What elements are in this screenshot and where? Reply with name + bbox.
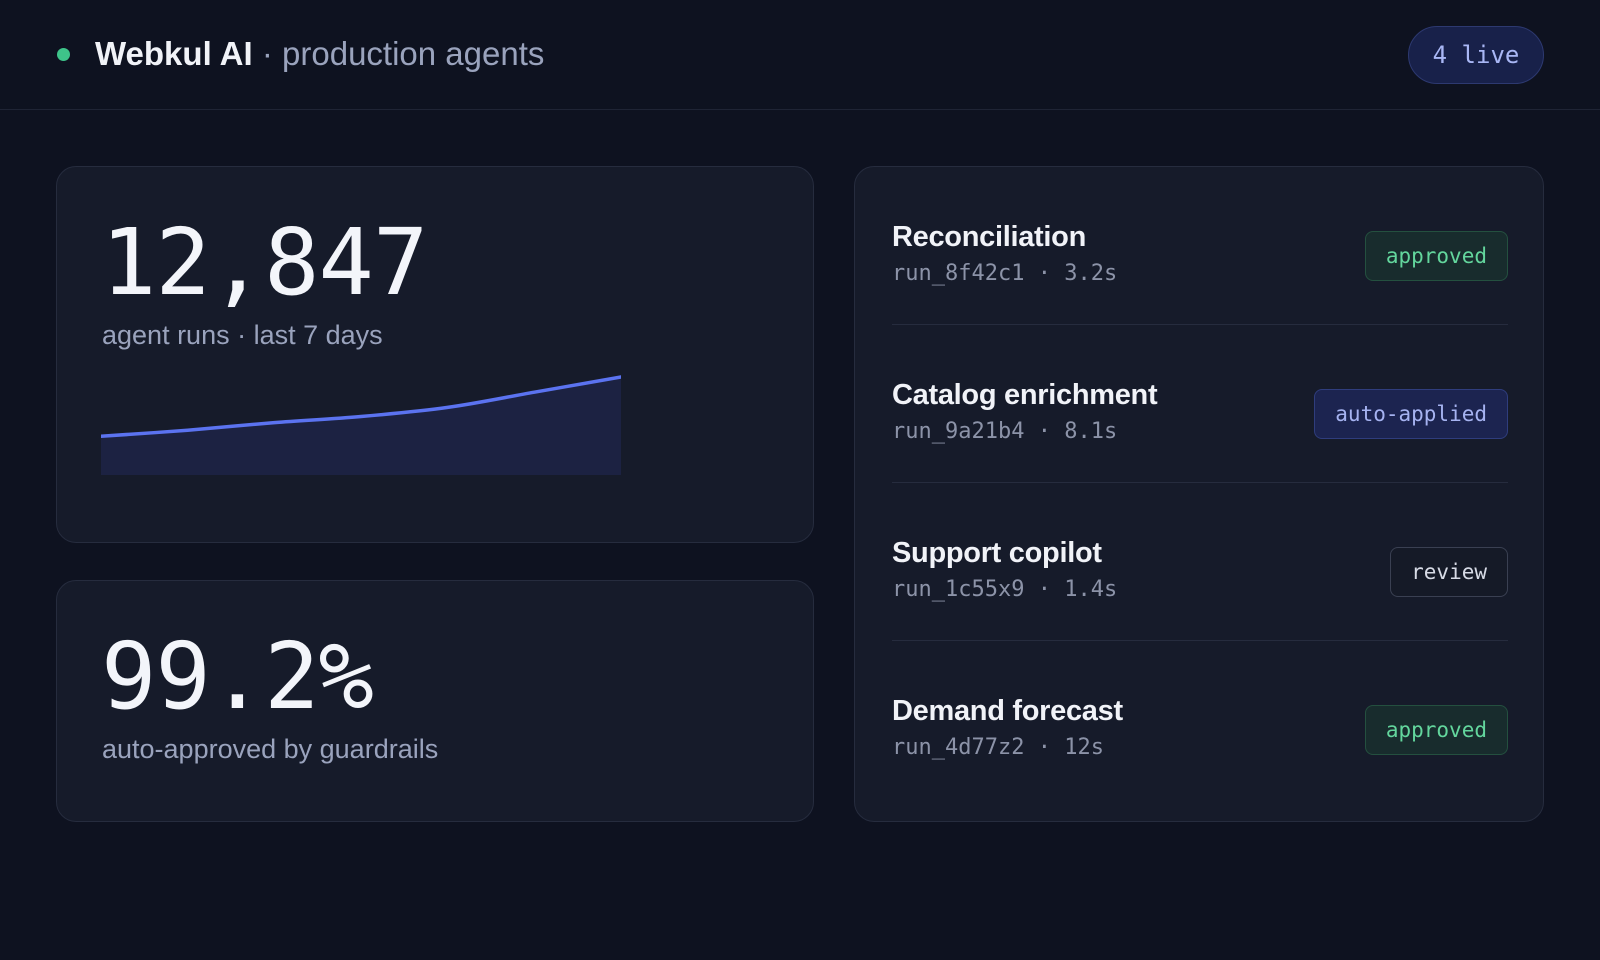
run-id: run_4d77z2 [892, 735, 1025, 760]
run-duration: 3.2s [1064, 261, 1118, 286]
brand-separator: · [252, 35, 283, 72]
run-duration: 12s [1064, 735, 1104, 760]
status-badge[interactable]: approved [1364, 705, 1508, 755]
live-count-badge[interactable]: 4 live [1408, 26, 1544, 84]
app-title: Webkul AI · production agents [95, 34, 544, 74]
agent-runs-card: 12,847 agent runs · last 7 days [56, 166, 814, 543]
agent-run-meta: run_1c55x9 · 1.4s [892, 577, 1118, 602]
row-divider [892, 324, 1508, 325]
auto-approved-card: 99.2% auto-approved by guardrails [56, 580, 814, 822]
list-item[interactable]: Demand forecast run_4d77z2 · 12s approve… [892, 641, 1508, 799]
run-id: run_9a21b4 [892, 419, 1025, 444]
brand-subtitle: production agents [282, 35, 545, 72]
agent-run-meta: run_4d77z2 · 12s [892, 735, 1104, 760]
list-item[interactable]: Reconciliation run_8f42c1 · 3.2s approve… [892, 167, 1508, 325]
auto-approved-value: 99.2% [101, 623, 374, 730]
status-badge[interactable]: approved [1364, 231, 1508, 281]
status-badge[interactable]: auto-applied [1314, 389, 1508, 439]
brand-name: Webkul AI [95, 35, 253, 72]
auto-approved-label: auto-approved by guardrails [102, 734, 439, 764]
run-id: run_8f42c1 [892, 261, 1025, 286]
status-badge[interactable]: review [1390, 547, 1508, 597]
list-item[interactable]: Catalog enrichment run_9a21b4 · 8.1s aut… [892, 325, 1508, 483]
agent-runs-label: agent runs · last 7 days [102, 320, 383, 350]
app-header: Webkul AI · production agents 4 live [0, 0, 1600, 110]
runs-sparkline-chart [101, 375, 621, 475]
run-duration: 1.4s [1064, 577, 1118, 602]
sparkline-line [101, 375, 621, 439]
agent-run-meta: run_8f42c1 · 3.2s [892, 261, 1118, 286]
list-item[interactable]: Support copilot run_1c55x9 · 1.4s review [892, 483, 1508, 641]
run-id: run_1c55x9 [892, 577, 1025, 602]
agent-name: Reconciliation [892, 221, 1086, 253]
status-dot-icon [57, 48, 70, 61]
agent-runs-list: Reconciliation run_8f42c1 · 3.2s approve… [854, 166, 1544, 822]
agent-name: Catalog enrichment [892, 379, 1158, 411]
row-divider [892, 640, 1508, 641]
run-duration: 8.1s [1064, 419, 1118, 444]
agent-name: Support copilot [892, 537, 1102, 569]
row-divider [892, 482, 1508, 483]
agent-run-meta: run_9a21b4 · 8.1s [892, 419, 1118, 444]
agent-runs-value: 12,847 [101, 209, 428, 316]
agent-name: Demand forecast [892, 695, 1123, 727]
